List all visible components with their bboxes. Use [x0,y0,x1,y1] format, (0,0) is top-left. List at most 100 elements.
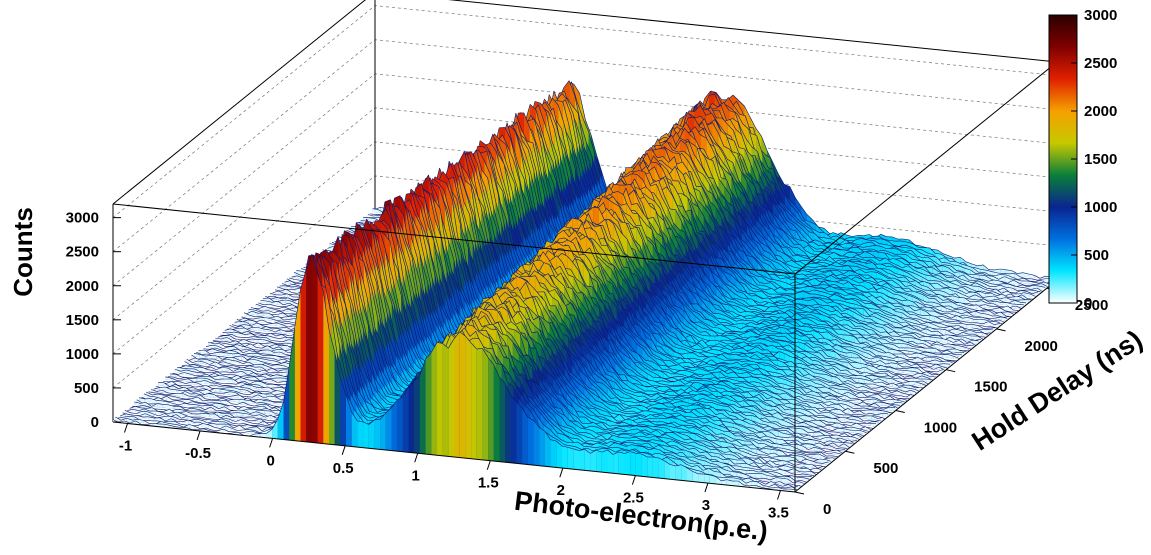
ribbon-edge [954,257,961,259]
ribbon-edge [977,264,984,267]
ribbon-edge [830,235,837,238]
ribbon-edge [1006,274,1013,278]
ribbon-edge [573,83,580,94]
ribbon-edge [789,186,796,199]
ribbon-edge [929,247,936,254]
ribbon-edge [920,245,927,248]
ribbon-edge [795,198,802,207]
ribbon-cell [1028,274,1035,278]
ribbon-edge [921,249,928,254]
ribbon-edge [733,105,740,115]
ribbon-edge [827,232,834,236]
ribbon-edge [994,268,1001,271]
ribbon-edge [1020,276,1027,279]
ribbon-edge [948,255,955,259]
ribbon-edge [1031,278,1038,281]
ribbon-cell [1043,278,1049,282]
ribbon-edge [972,267,979,273]
ribbon-edge [846,234,853,237]
ribbon-edge [938,257,945,260]
back-frame [112,0,1058,422]
ribbon-edge [749,117,757,129]
ribbon-edge [594,151,601,175]
ribbon-edge [715,92,722,100]
ribbon-edge [898,244,905,247]
ribbon-edge [784,184,791,187]
ribbon-edge [940,253,947,259]
ribbon-edge [849,237,856,239]
ribbon-edge [807,224,814,230]
ribbon-edge [983,272,990,276]
ribbon-edge [887,240,894,246]
ribbon-edge [773,169,780,187]
surface-ribbons [112,80,1058,492]
ribbon-edge [1017,272,1023,274]
ribbon-edge [568,80,576,96]
ribbon-edge [971,263,978,267]
ribbon-edge [982,264,989,270]
ribbon-edge [739,113,746,116]
ribbon-edge [836,235,843,240]
ribbon-edge [802,219,809,225]
ribbon-edge [863,234,870,236]
ribbon-edge [373,214,380,217]
ribbon-edge [762,153,769,168]
ribbon-edge [1001,274,1007,276]
ribbon-edge [761,136,768,151]
ribbon-edge [995,274,1002,276]
ribbon-edge [801,206,808,215]
ribbon-edge [796,211,803,221]
ribbon-edge [1014,273,1021,278]
ribbon-edge [764,153,771,159]
ribbon-edge [903,238,910,241]
ribbon-edge [787,197,794,204]
ribbon-edge [372,208,379,210]
ribbon-edge [997,272,1004,274]
ribbon-edge [986,269,993,272]
ribbon-edge [901,240,907,243]
ribbon-cell [1021,281,1028,284]
ribbon-edge [599,174,606,190]
ribbon-edge [881,238,888,242]
ribbon-edge [704,91,711,99]
ribbon-edge [756,135,763,154]
ribbon-edge [966,265,973,268]
ribbon-edge [745,115,752,134]
ribbon-edge [870,237,877,240]
ribbon-edge [806,214,813,221]
ribbon-edge [855,237,862,239]
ribbon-edge [810,221,817,225]
ribbon-edge [1000,268,1006,271]
ribbon-edge [880,234,887,237]
ribbon-edge [937,249,944,254]
ribbon-edge [755,128,762,137]
ribbon-edge [1023,277,1030,282]
ribbon-edge [912,243,919,248]
ribbon-edge [582,118,589,132]
ribbon-edge [738,100,745,107]
ribbon-edge [574,95,581,123]
ribbon-edge [813,229,820,233]
ribbon-edge [768,167,774,170]
ribbon-edge [781,184,788,198]
ribbon-edge [585,119,592,135]
ribbon-edge [579,93,586,120]
ribbon-edge [1011,270,1018,274]
ribbon-edge [784,194,792,205]
ribbon-edge [943,253,950,257]
ribbon-edge [844,237,851,240]
ribbon-edge [571,81,578,103]
ribbon-edge [904,244,911,247]
ribbon-edge [1028,273,1035,276]
ribbon-edge [980,269,987,271]
ribbon-edge [590,134,597,156]
ribbon-edge [946,257,953,259]
ribbon-edge [750,133,757,136]
ribbon-edge [576,102,584,119]
ribbon-edge [732,94,739,101]
ribbon-edge [728,97,735,107]
ribbon-edge [766,150,774,163]
ribbon-edge [960,257,967,263]
ribbon-edge [744,105,751,118]
